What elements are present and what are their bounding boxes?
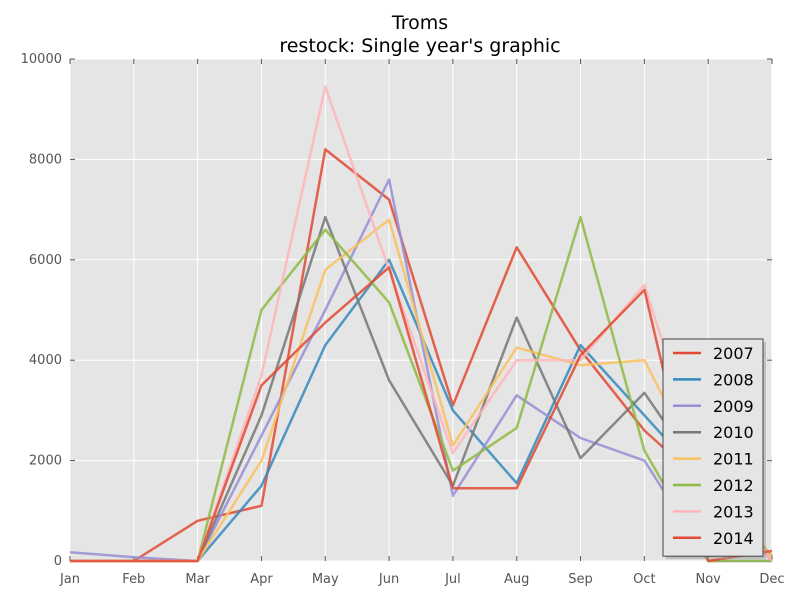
x-tick-label: Nov (695, 572, 721, 587)
x-tick-label: Jul (444, 572, 461, 587)
legend-label-2011: 2011 (713, 450, 754, 469)
y-tick-label: 2000 (29, 454, 62, 469)
x-tick-label: Oct (633, 572, 655, 587)
x-tick-label: Mar (185, 572, 210, 587)
legend-label-2008: 2008 (713, 370, 754, 389)
x-tick-label: May (312, 572, 339, 587)
y-tick-label: 4000 (29, 353, 62, 368)
y-tick-label: 8000 (29, 152, 62, 167)
series-line-2007 (70, 148, 773, 563)
y-tick-label: 0 (54, 554, 62, 569)
legend-label-2013: 2013 (713, 502, 754, 521)
legend-label-2014: 2014 (713, 529, 754, 548)
x-tick-label: Sep (568, 572, 593, 587)
x-tick-label: Aug (504, 572, 529, 587)
x-tick-label: Dec (759, 572, 784, 587)
axes: 0 2000 4000 6000 8000 10000 Jan Feb Mar Apr May Jun… (21, 52, 785, 587)
y-tick-label: 6000 (29, 253, 62, 268)
legend-label-2012: 2012 (713, 476, 754, 495)
x-tick-label: Jan (59, 572, 80, 587)
legend-box (662, 338, 764, 557)
legend-label-2009: 2009 (713, 397, 754, 416)
y-tick-label: 10000 (21, 52, 62, 67)
legend: 2007 2008 2009 2010 2011 2012 2013 2014 (662, 338, 766, 560)
chart-subtitle: restock: Single year's graphic (279, 35, 560, 57)
chart-title: Troms (391, 12, 448, 34)
legend-label-2010: 2010 (713, 423, 754, 442)
legend-label-2007: 2007 (713, 344, 754, 363)
series-lines (69, 85, 773, 563)
x-tick-label: Jun (378, 572, 399, 587)
x-tick-label: Apr (250, 572, 273, 587)
series-line-2014 (70, 266, 773, 563)
x-tick-label: Feb (122, 572, 145, 587)
